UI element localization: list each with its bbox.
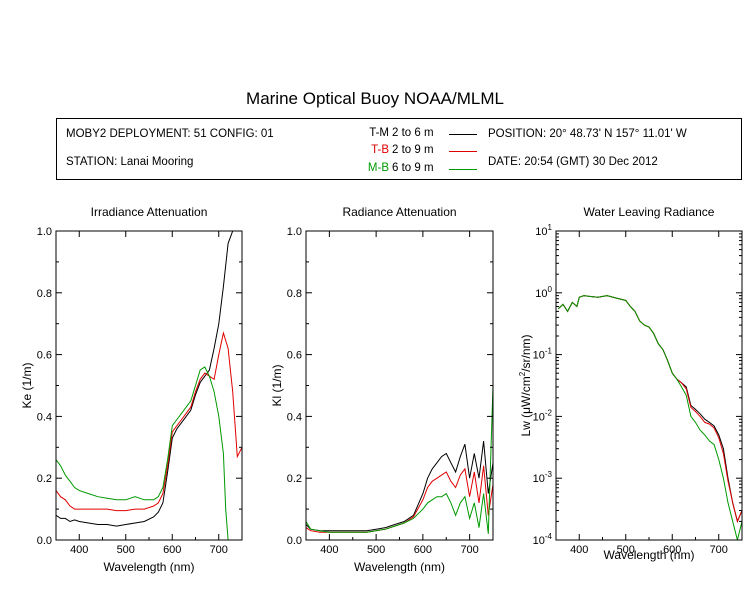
y-tick-label: 0.4 [37, 411, 52, 423]
y-tick-label: 0.6 [287, 350, 302, 362]
y-tick-label: 0.4 [287, 411, 302, 423]
chart-1: 400 500 600 700 0.0 0.2 0.4 0.6 0.8 1.0 Irradiance… [20, 205, 243, 574]
position-text: POSITION: 20° 48.73' N 157° 11.01' W [488, 128, 687, 140]
x-tick-label: 500 [117, 544, 135, 556]
date-text: DATE: 20:54 (GMT) 30 Dec 2012 [488, 156, 658, 168]
x-tick-label: 600 [163, 544, 181, 556]
chart-title: Irradiance Attenuation [91, 205, 208, 219]
x-axis-label: Wavelength (nm) [354, 560, 445, 574]
y-axis-label: Kl (1/m) [270, 364, 284, 406]
y-tick-label: 100 [535, 285, 552, 300]
station-text: STATION: Lanai Mooring [66, 156, 194, 168]
x-tick-label: 700 [210, 544, 228, 556]
legend-code: T-M [369, 127, 389, 139]
chart-title: Water Leaving Radiance [584, 205, 715, 219]
y-tick-label: 1.0 [37, 226, 52, 238]
series-line-m-b [306, 385, 493, 534]
y-tick-label: 0.0 [287, 535, 302, 547]
series-line-t-b [557, 295, 742, 523]
series-line-t-b [56, 331, 242, 512]
x-axis-label: Wavelength (nm) [104, 560, 195, 574]
chart-2: 400 500 600 700 0.0 0.2 0.4 0.6 0.8 1.0 Radiance A… [270, 205, 494, 574]
series-line-t-m [557, 295, 742, 523]
legend-range: 6 to 9 m [392, 162, 434, 174]
legend-code: M-B [367, 162, 389, 174]
y-tick-label: 10-1 [533, 347, 553, 362]
y-tick-label: 0.2 [37, 473, 52, 485]
legend-line-tb [449, 151, 477, 152]
y-tick-label: 10-4 [533, 532, 553, 547]
y-tick-label: 0.8 [287, 288, 302, 300]
y-axis-label: Lw (μW/cm2/sr/nm) [518, 334, 533, 436]
deployment-text: MOBY2 DEPLOYMENT: 51 CONFIG: 01 [66, 128, 274, 140]
legend-code: T-B [371, 144, 389, 156]
plot-frame [55, 230, 243, 541]
series-line-m-b [557, 295, 742, 540]
x-tick-label: 600 [414, 544, 432, 556]
x-tick-label: 700 [710, 544, 728, 556]
plot-frame [305, 230, 494, 541]
x-tick-label: 400 [320, 544, 338, 556]
series-line-t-m [56, 231, 242, 527]
y-tick-label: 0.8 [37, 288, 52, 300]
chart-3: 400 500 600 700 101 100 10-1 10-2 10-3 10-4 Water … [518, 205, 743, 562]
chart-title: Radiance Attenuation [342, 205, 456, 219]
legend-range: 2 to 9 m [392, 144, 434, 156]
series-line-m-b [56, 366, 229, 540]
x-tick-label: 500 [617, 544, 635, 556]
x-tick-label: 400 [570, 544, 588, 556]
y-tick-label: 10-3 [533, 470, 553, 485]
x-tick-label: 400 [70, 544, 88, 556]
y-tick-label: 1.0 [287, 226, 302, 238]
legend-line-mb [449, 169, 477, 170]
plot-frame [555, 230, 743, 541]
y-tick-label: 0.6 [37, 350, 52, 362]
y-tick-label: 10-2 [533, 408, 553, 423]
y-axis-label: Ke (1/m) [20, 362, 34, 408]
legend-line-tm [449, 134, 477, 135]
y-tick-label: 101 [535, 223, 552, 238]
page-title: Marine Optical Buoy NOAA/MLML [246, 89, 504, 108]
x-tick-label: 700 [460, 544, 478, 556]
y-tick-label: 0.2 [287, 473, 302, 485]
info-panel: MOBY2 DEPLOYMENT: 51 CONFIG: 01 STATION:… [56, 118, 742, 180]
x-tick-label: 500 [367, 544, 385, 556]
x-tick-label: 600 [663, 544, 681, 556]
y-tick-label: 0.0 [37, 535, 52, 547]
x-axis-label: Wavelength (nm) [604, 548, 695, 562]
series-line-t-m [306, 441, 493, 532]
legend-range: 2 to 6 m [392, 127, 434, 139]
